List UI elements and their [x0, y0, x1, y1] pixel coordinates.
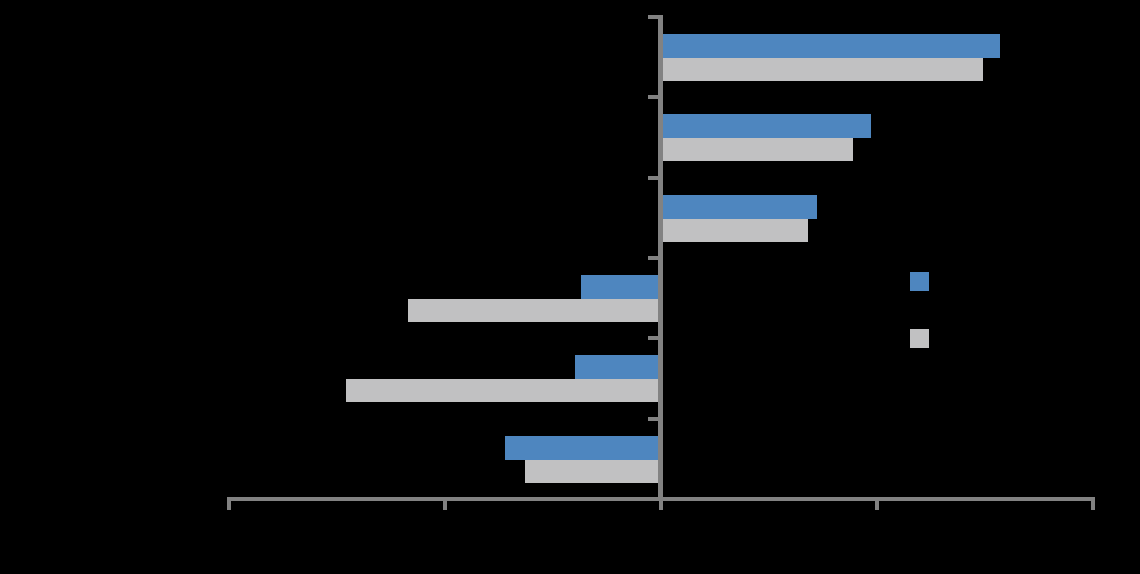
bar-series-gray-cat4 — [408, 299, 661, 322]
bar-series-blue-cat6 — [505, 435, 661, 460]
y-axis-tick-4 — [648, 256, 662, 260]
bar-series-gray-cat3 — [661, 218, 808, 242]
y-axis-tick-1 — [648, 15, 662, 19]
y-axis-tick-2 — [648, 95, 662, 100]
legend-swatch-series-blue — [910, 272, 929, 291]
x-axis-tick-2 — [443, 497, 447, 510]
legend-swatch-series-gray — [910, 329, 929, 348]
bar-series-blue-cat5 — [574, 355, 661, 380]
y-axis-tick-6 — [648, 416, 662, 421]
y-axis-line — [658, 15, 663, 501]
y-axis-tick-3 — [648, 175, 662, 180]
bar-series-blue-cat2 — [661, 114, 871, 139]
bar-series-gray-cat6 — [524, 459, 661, 483]
x-axis-tick-5 — [1091, 497, 1095, 510]
bar-series-blue-cat1 — [661, 34, 1001, 58]
y-axis-tick-5 — [648, 336, 662, 341]
x-axis-tick-4 — [875, 497, 879, 510]
bar-series-gray-cat1 — [661, 58, 983, 81]
x-axis-tick-1 — [227, 497, 231, 510]
x-axis-line — [229, 497, 1093, 501]
x-axis-tick-3 — [659, 497, 663, 510]
bar-series-gray-cat5 — [345, 379, 661, 403]
bar-series-blue-cat3 — [661, 194, 817, 219]
bar-series-gray-cat2 — [661, 138, 854, 162]
bar-series-blue-cat4 — [581, 275, 661, 299]
